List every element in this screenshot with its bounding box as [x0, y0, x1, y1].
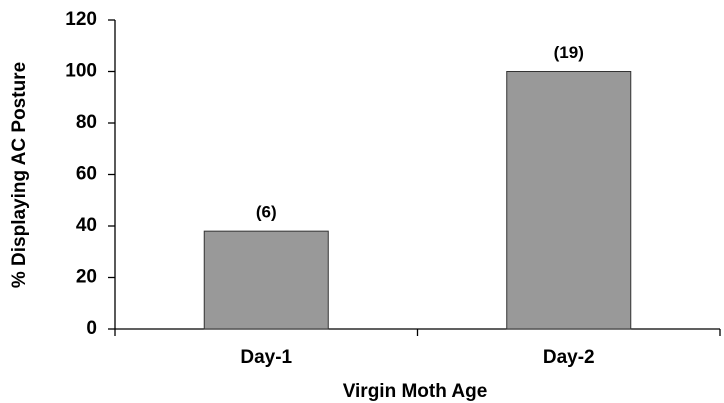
x-tick-label: Day-2	[543, 347, 595, 368]
annotation: (19)	[554, 43, 584, 62]
bar	[506, 71, 632, 330]
y-tick-label: 120	[65, 9, 97, 30]
y-tick-label: 40	[76, 215, 97, 236]
x-axis-title: Virgin Moth Age	[343, 381, 488, 402]
bar	[203, 230, 329, 330]
y-axis-title: % Displaying AC Posture	[9, 62, 30, 288]
annotation: (6)	[256, 203, 277, 222]
y-tick-label: 0	[86, 318, 97, 339]
y-tick-label: 100	[65, 61, 97, 82]
y-tick-label: 20	[76, 267, 97, 288]
y-tick-label: 60	[76, 164, 97, 185]
y-tick-label: 80	[76, 112, 97, 133]
x-tick-label: Day-1	[240, 347, 292, 368]
